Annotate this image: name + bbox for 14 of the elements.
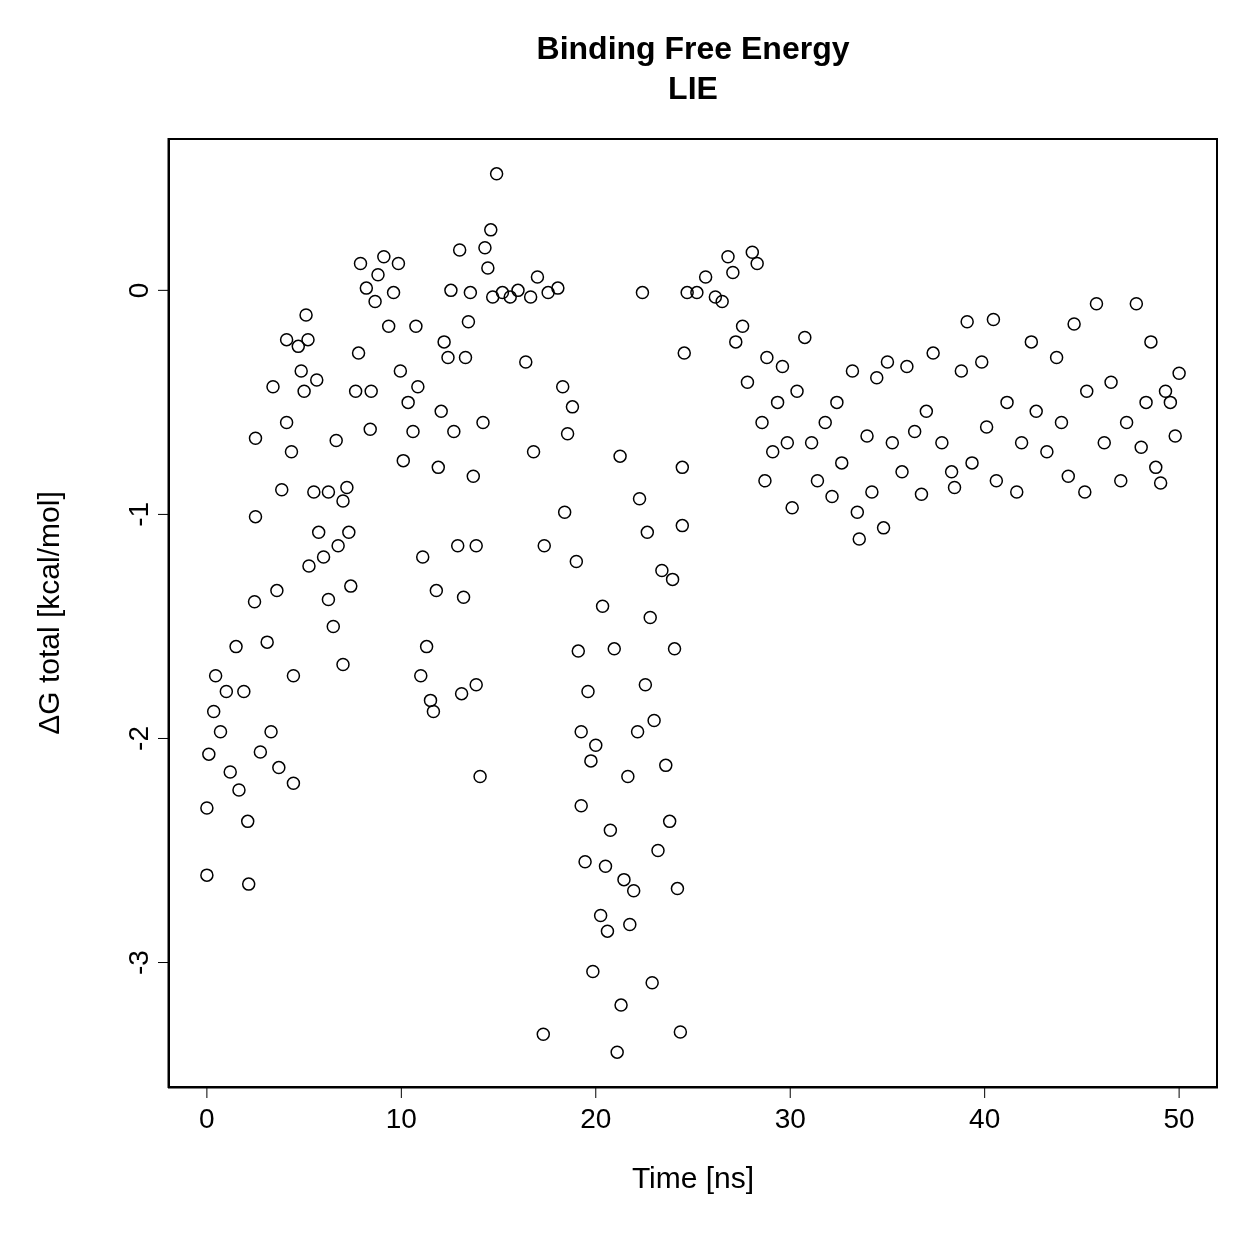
x-tick-label: 20 <box>580 1102 612 1134</box>
y-tick-label: -2 <box>123 726 154 751</box>
x-tick-label: 40 <box>969 1102 1001 1134</box>
y-tick-label: 0 <box>123 282 154 299</box>
y-tick-label: -1 <box>123 501 154 527</box>
y-tick-label: -3 <box>123 950 154 975</box>
y-axis-title: ΔG total [kcal/mol] <box>31 491 65 735</box>
x-tick-label: 0 <box>199 1102 215 1134</box>
chart-title: Binding Free Energy <box>535 29 851 68</box>
x-axis-title: Time [ns] <box>631 1161 755 1194</box>
x-tick-label: 10 <box>385 1102 417 1134</box>
x-tick-label: 50 <box>1163 1102 1195 1134</box>
chart-subtitle: LIE <box>667 69 719 108</box>
x-tick-label: 30 <box>774 1102 806 1134</box>
